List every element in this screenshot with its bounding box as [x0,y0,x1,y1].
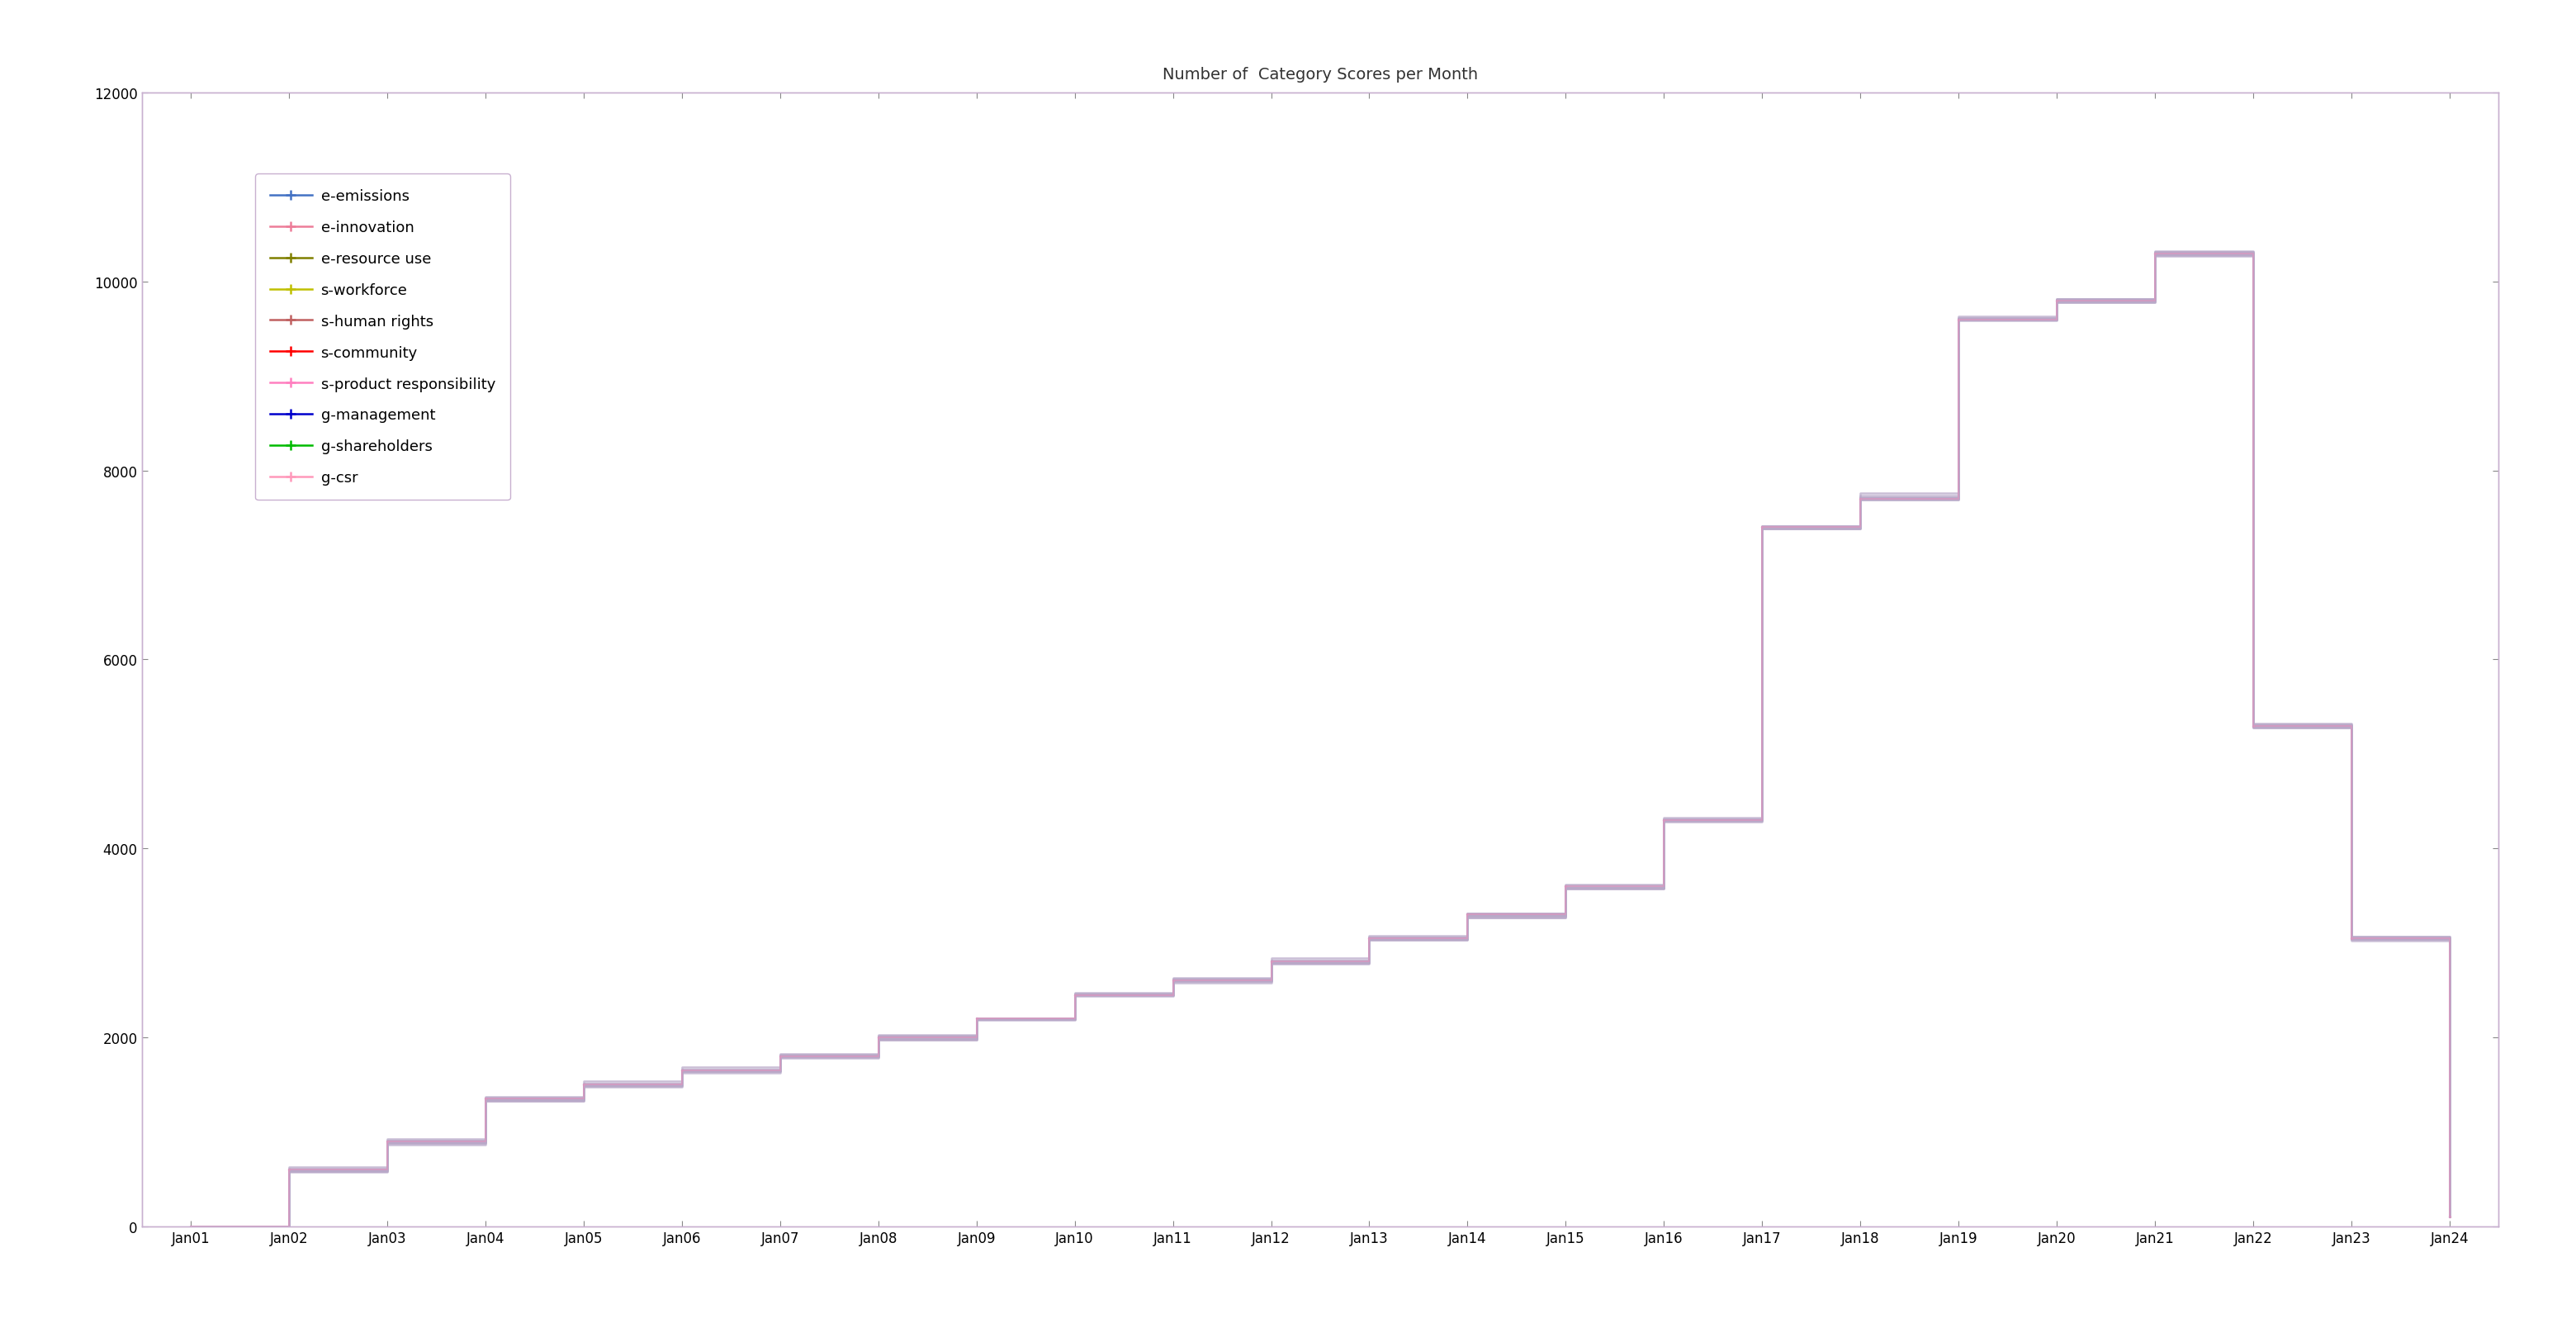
Legend: e-emissions, e-innovation, e-resource use, s-workforce, s-human rights, s-commun: e-emissions, e-innovation, e-resource us… [255,175,510,500]
Title: Number of  Category Scores per Month: Number of Category Scores per Month [1162,67,1479,83]
